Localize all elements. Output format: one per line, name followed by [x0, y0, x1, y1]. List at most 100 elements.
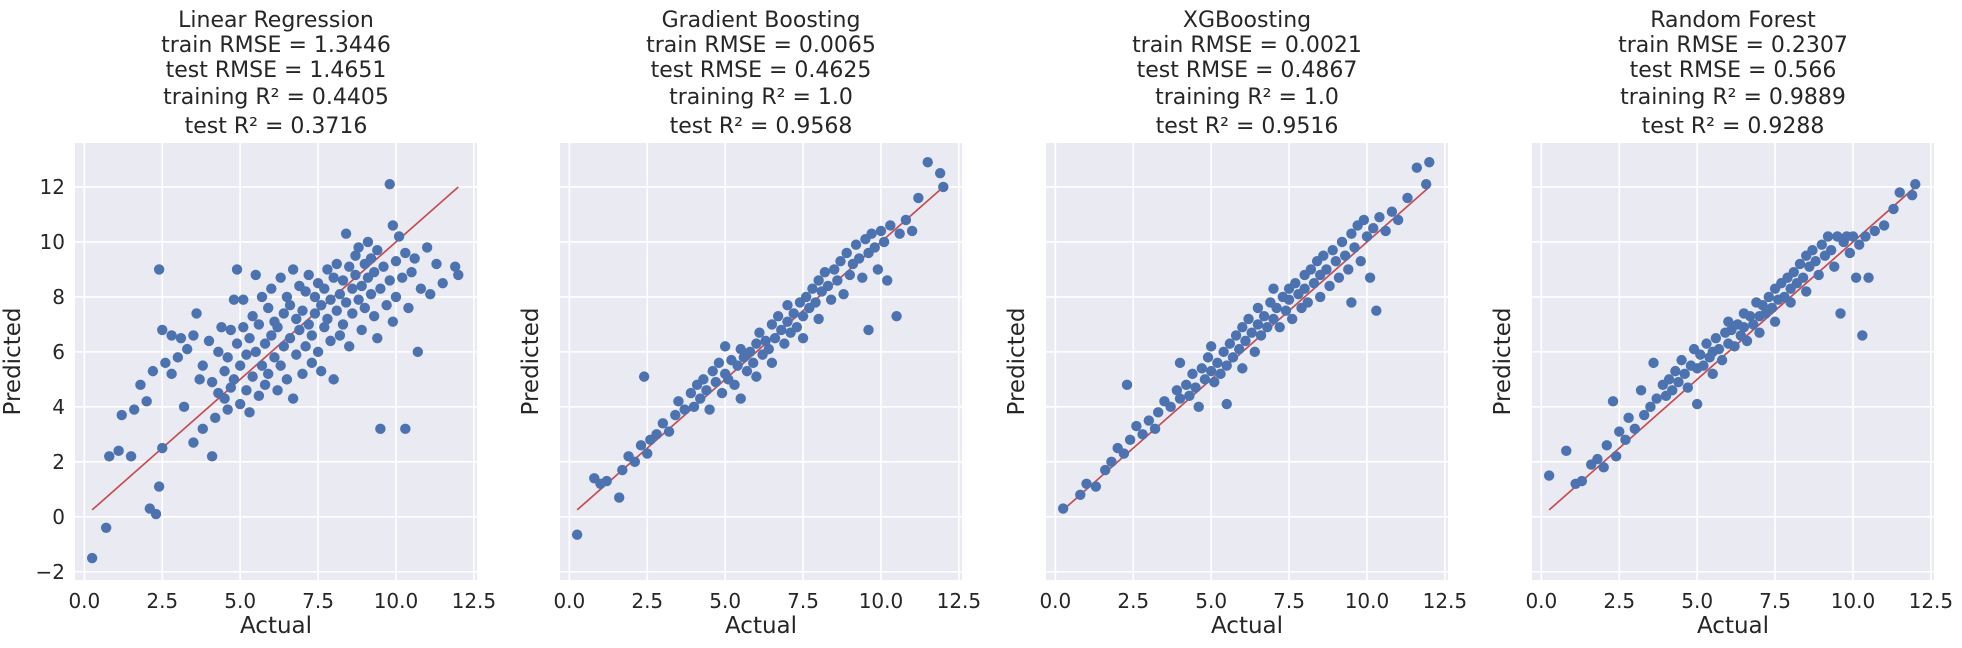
scatter-point	[1299, 283, 1310, 294]
scatter-point	[1240, 335, 1251, 347]
scatter-point	[241, 385, 252, 396]
scatter-point	[1648, 357, 1659, 369]
scatter-point	[353, 294, 364, 305]
scatter-point	[1610, 451, 1622, 462]
scatter-point	[1888, 203, 1899, 215]
scatter-point	[322, 313, 333, 325]
scatter-point	[1854, 239, 1865, 250]
scatter-point	[1057, 503, 1069, 514]
scatter-point	[297, 368, 308, 380]
scatter-point	[421, 242, 433, 253]
scatter-point	[129, 404, 140, 415]
scatter-point	[1249, 346, 1260, 358]
scatter-point	[225, 324, 237, 336]
x-tick-label: 12.5	[1423, 589, 1468, 613]
scatter-point	[381, 299, 392, 311]
scatter-point	[1327, 244, 1338, 256]
scatter-point	[1262, 321, 1273, 333]
scatter-point	[116, 409, 127, 421]
scatter-point	[284, 332, 296, 344]
y-tick-label: 0	[52, 505, 65, 529]
x-tick-label: 10.0	[1345, 589, 1390, 613]
plot-area	[560, 143, 962, 580]
scatter-point	[825, 294, 837, 305]
y-tick-label: 10	[40, 230, 65, 254]
scatter-point	[312, 346, 324, 358]
training-r2-label: training R² = 0.4405	[163, 85, 389, 110]
scatter-point	[1807, 244, 1818, 256]
scatter-point	[1620, 434, 1631, 446]
scatter-point	[1205, 365, 1217, 377]
scatter-point	[256, 291, 268, 303]
x-tick-label: 12.5	[452, 589, 497, 613]
test-r2-label: test R² = 0.9516	[1156, 114, 1339, 139]
scatter-point	[337, 275, 349, 286]
scatter-point	[390, 255, 402, 267]
scatter-point	[638, 371, 650, 382]
scatter-point	[1302, 297, 1313, 308]
scatter-point	[829, 264, 840, 275]
scatter-point	[353, 242, 364, 253]
scatter-point	[375, 283, 386, 294]
scatter-point	[1358, 214, 1370, 226]
scatter-point	[1424, 157, 1435, 168]
scatter-point	[1420, 179, 1432, 190]
x-tick-label: 2.5	[146, 589, 178, 613]
scatter-points	[571, 157, 949, 540]
scatter-point	[400, 247, 411, 259]
scatter-point	[1763, 291, 1775, 303]
scatter-point	[701, 385, 712, 396]
scatter-point	[250, 346, 261, 358]
scatter-point	[1543, 470, 1555, 481]
scatter-point	[1181, 379, 1192, 391]
scatter-point	[766, 319, 778, 330]
scatter-point	[387, 316, 399, 327]
scatter-point	[1187, 368, 1198, 380]
scatter-point	[571, 529, 583, 540]
scatter-point	[1165, 401, 1176, 413]
scatter-point	[713, 357, 725, 369]
title-block: Linear Regression train RMSE = 1.3446 te…	[161, 8, 391, 139]
scatter-point	[1364, 272, 1376, 283]
scatter-point	[400, 423, 411, 435]
x-tick-label: 0.0	[553, 589, 585, 613]
scatter-point	[850, 239, 862, 250]
scatter-point	[1698, 360, 1709, 371]
y-axis-label: Predicted	[1004, 308, 1030, 416]
scatter-point	[1237, 363, 1248, 374]
scatter-point	[206, 376, 218, 388]
scatter-point	[1252, 319, 1264, 330]
scatter-point	[1149, 423, 1161, 435]
scatter-point	[1305, 264, 1317, 275]
scatter-point	[1863, 272, 1874, 283]
scatter-point	[729, 379, 740, 391]
y-tick-label: 4	[52, 395, 65, 419]
scatter-point	[238, 294, 249, 305]
scatter-point	[1343, 264, 1354, 275]
scatter-point	[284, 299, 296, 311]
scatter-point	[1623, 412, 1634, 424]
scatter-point	[707, 365, 718, 377]
scatter-point	[782, 299, 793, 311]
scatter-point	[1218, 346, 1229, 358]
scatter-point	[769, 332, 781, 344]
scatter-point	[303, 269, 314, 281]
scatter-point	[698, 374, 709, 385]
scatter-point	[347, 283, 358, 294]
scatter-point	[306, 330, 318, 341]
x-tick-label: 0.0	[1525, 589, 1557, 613]
scatter-point	[1286, 313, 1298, 325]
scatter-point	[175, 332, 187, 344]
test-rmse-label: test RMSE = 0.566	[1630, 58, 1837, 83]
x-tick-labels: 0.0 2.5 5.0 7.5 10.0 12.5	[1039, 589, 1467, 613]
scatter-point	[1645, 401, 1656, 413]
scatter-point	[409, 253, 420, 264]
scatter-point	[406, 266, 417, 278]
scatter-point	[153, 481, 165, 492]
scatter-point	[259, 338, 271, 349]
scatter-point	[1234, 343, 1245, 355]
scatter-point	[863, 324, 874, 336]
scatter-point	[1638, 409, 1650, 421]
scatter-point	[1635, 385, 1647, 396]
scatter-point	[1829, 261, 1840, 272]
